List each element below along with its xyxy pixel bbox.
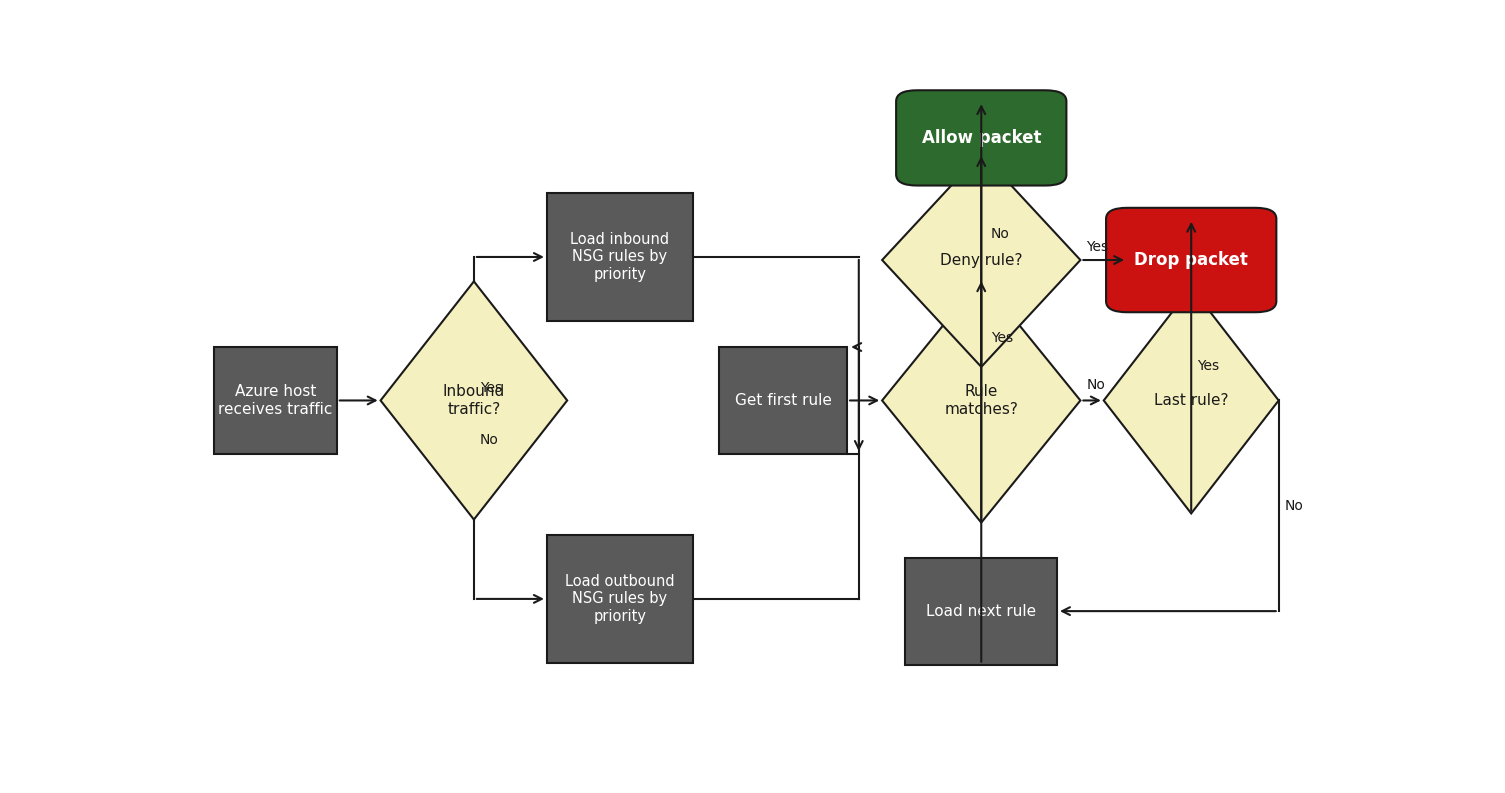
Text: Yes: Yes [1196, 359, 1219, 374]
Text: Yes: Yes [990, 331, 1013, 345]
Polygon shape [1103, 288, 1279, 513]
Text: Load outbound
NSG rules by
priority: Load outbound NSG rules by priority [564, 574, 674, 624]
Text: No: No [1285, 499, 1303, 513]
Text: No: No [480, 433, 498, 447]
Text: Yes: Yes [1087, 239, 1108, 254]
Text: Drop packet: Drop packet [1135, 251, 1248, 269]
FancyBboxPatch shape [719, 347, 847, 454]
Text: No: No [990, 227, 1010, 241]
Text: Rule
matches?: Rule matches? [944, 385, 1019, 416]
Text: Load next rule: Load next rule [926, 603, 1037, 619]
Text: Get first rule: Get first rule [734, 393, 831, 408]
Polygon shape [381, 282, 567, 519]
Text: Last rule?: Last rule? [1154, 393, 1228, 408]
Text: Inbound
traffic?: Inbound traffic? [442, 385, 506, 416]
FancyBboxPatch shape [906, 557, 1057, 665]
FancyBboxPatch shape [546, 534, 692, 663]
Polygon shape [882, 278, 1081, 523]
Text: Allow packet: Allow packet [921, 129, 1041, 147]
Text: Load inbound
NSG rules by
priority: Load inbound NSG rules by priority [570, 232, 670, 282]
FancyBboxPatch shape [1106, 208, 1276, 312]
Polygon shape [882, 153, 1081, 367]
Text: No: No [1087, 378, 1105, 393]
FancyBboxPatch shape [895, 90, 1067, 186]
Text: Deny rule?: Deny rule? [941, 252, 1022, 267]
Text: Yes: Yes [480, 381, 501, 395]
Text: Azure host
receives traffic: Azure host receives traffic [218, 385, 333, 416]
FancyBboxPatch shape [214, 347, 337, 454]
FancyBboxPatch shape [546, 193, 692, 321]
